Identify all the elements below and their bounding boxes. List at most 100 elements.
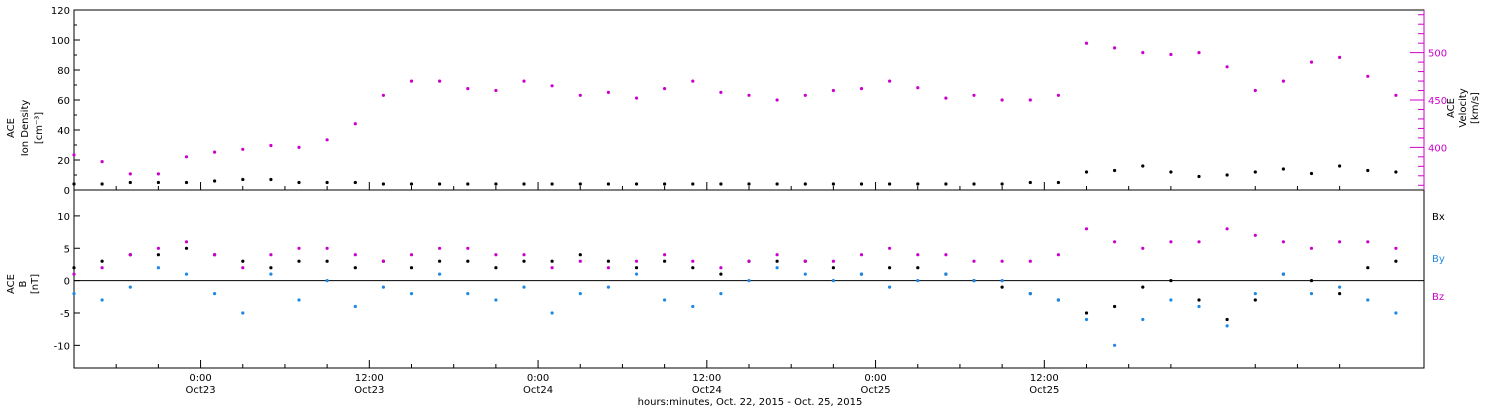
ion-density-point — [72, 182, 76, 186]
velocity-point — [1084, 41, 1089, 45]
by-point — [522, 285, 526, 289]
velocity-point — [184, 155, 189, 159]
bx-point — [1169, 279, 1173, 283]
bz-point — [213, 253, 217, 257]
bottom-axes: -10 -5 0 5 10 — [54, 212, 1424, 352]
bx-point — [1141, 285, 1145, 289]
bz-point — [409, 253, 414, 257]
velocity-point — [466, 87, 470, 91]
by-point — [1113, 343, 1117, 347]
bottom-left-ylabel-line-3: [nT] — [30, 274, 41, 294]
ion-density-point — [1309, 171, 1314, 176]
velocity-point — [438, 79, 442, 83]
bz-point — [156, 246, 160, 250]
bx-point — [888, 266, 892, 270]
x-tick-date-label: Oct23 — [354, 385, 384, 396]
velocity-point — [494, 88, 498, 93]
ion-density-point — [831, 182, 836, 186]
by-point — [1141, 317, 1145, 322]
velocity-point — [1394, 93, 1398, 97]
by-point — [1281, 272, 1285, 276]
ion-density-point — [1056, 180, 1060, 185]
by-point — [1366, 298, 1370, 302]
velocity-point — [269, 143, 273, 148]
top-data-points — [72, 41, 1398, 186]
velocity-point — [1113, 46, 1117, 50]
ion-density-point — [1113, 168, 1117, 173]
velocity-point — [972, 93, 976, 97]
x-tick-date-label: Oct25 — [1029, 385, 1059, 396]
bx-point — [1366, 266, 1370, 270]
by-point — [466, 292, 470, 296]
velocity-point — [859, 87, 864, 91]
bz-point — [72, 272, 76, 276]
velocity-point — [353, 122, 357, 126]
legend-by: By — [1432, 254, 1445, 265]
ion-density-point — [1338, 164, 1342, 168]
top-right-tick-label: 450 — [1428, 96, 1447, 107]
velocity-point — [1253, 88, 1257, 93]
bx-point — [550, 259, 554, 263]
x-tick-time-label: 0:00 — [864, 373, 886, 384]
x-tick-time-label: 0:00 — [527, 373, 549, 384]
velocity-point — [241, 147, 245, 151]
by-point — [1056, 298, 1060, 302]
ion-density-point — [1366, 168, 1370, 173]
x-axis-title: hours:minutes, Oct. 22, 2015 - Oct. 25, … — [638, 397, 863, 408]
by-point — [803, 272, 807, 276]
bx-point — [663, 259, 667, 263]
ion-density-point — [1141, 164, 1145, 168]
by-point — [213, 292, 217, 296]
top-left-tick-label: 120 — [51, 6, 70, 17]
ion-density-point — [269, 177, 273, 182]
velocity-point — [100, 160, 104, 164]
bx-point — [466, 259, 470, 263]
by-point — [409, 292, 414, 296]
ion-density-point — [1169, 170, 1173, 174]
bz-point — [831, 259, 836, 263]
by-point — [888, 285, 892, 289]
ion-density-point — [522, 182, 526, 186]
bz-point — [184, 240, 189, 244]
ion-density-point — [944, 182, 948, 186]
bz-point — [353, 253, 357, 257]
by-point — [353, 304, 357, 309]
ion-density-point — [1000, 182, 1004, 186]
bx-point — [691, 266, 695, 270]
velocity-point — [606, 90, 611, 94]
ion-density-point — [381, 182, 385, 186]
bz-point — [1141, 246, 1145, 250]
bx-point — [325, 259, 329, 263]
by-point — [1338, 285, 1342, 289]
ion-density-point — [1253, 170, 1257, 174]
by-point — [1394, 311, 1398, 315]
bx-point — [1394, 259, 1398, 263]
top-left-tick-label: 100 — [51, 36, 70, 47]
velocity-point — [1197, 51, 1201, 55]
velocity-point — [634, 96, 639, 100]
top-left-tick-label: 60 — [57, 96, 70, 107]
ion-density-point — [409, 182, 414, 186]
by-point — [747, 279, 751, 283]
bz-point — [241, 266, 245, 270]
velocity-point — [550, 84, 554, 88]
bottom-panel-frame — [73, 189, 1425, 369]
bz-point — [550, 266, 554, 270]
top-left-tick-label: 80 — [57, 66, 70, 77]
ion-density-point — [972, 182, 976, 186]
bz-point — [1113, 240, 1117, 244]
bx-point — [494, 266, 498, 270]
bx-point — [719, 272, 723, 276]
top-left-tick-label: 0 — [64, 186, 70, 197]
ion-density-point — [888, 182, 892, 186]
bz-point — [1000, 259, 1004, 263]
bx-point — [1113, 304, 1117, 309]
x-tick-date-label: Oct24 — [523, 385, 553, 396]
bz-point — [859, 253, 864, 257]
by-point — [1253, 292, 1257, 296]
top-panel-frame — [73, 9, 1425, 191]
by-point — [775, 266, 779, 270]
bx-point — [184, 246, 189, 250]
